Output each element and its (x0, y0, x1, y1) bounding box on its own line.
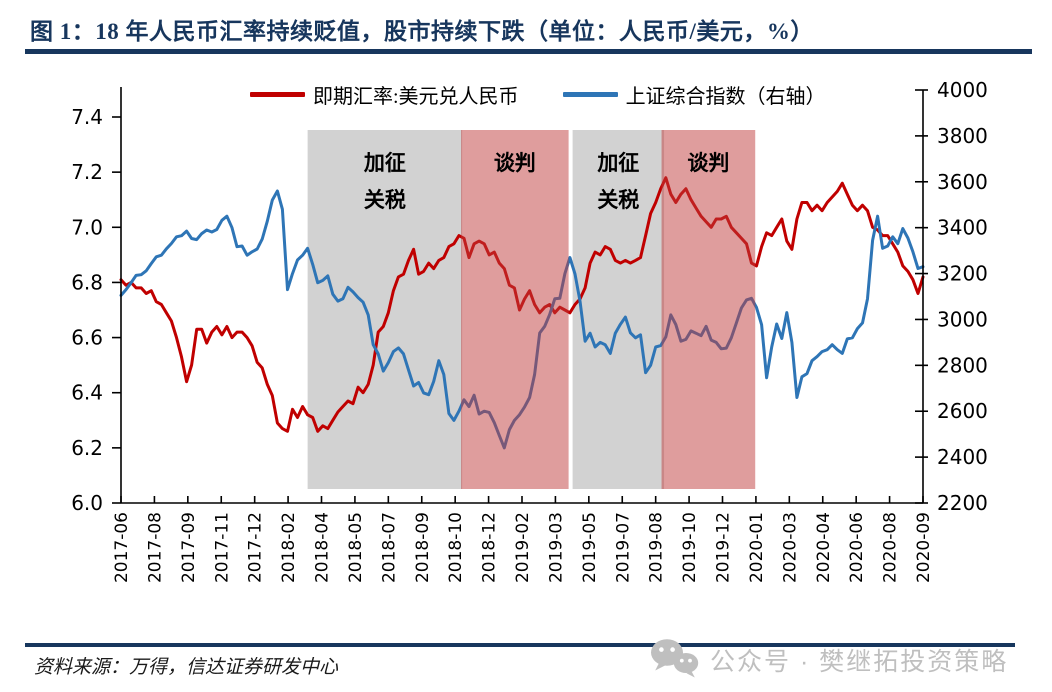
legend-label-usdcny: 即期汇率:美元兑人民币 (313, 86, 519, 108)
watermark: 公众号 · 樊继拓投资策略 (648, 636, 1008, 683)
legend-item-sse: 上证综合指数（右轴） (562, 80, 826, 109)
band-label: 加征 (363, 151, 406, 175)
x-axis-tick-label: 2018-04 (313, 512, 333, 583)
band-label: 关税 (597, 188, 639, 212)
figure-title: 图 1：18 年人民币汇率持续贬值，股市持续下跌（单位：人民币/美元，%） (30, 19, 814, 44)
x-axis-tick-label: 2018-12 (480, 512, 500, 583)
left-axis-tick-label: 6.0 (71, 491, 103, 515)
x-axis-tick-label: 2018-10 (446, 512, 466, 583)
x-axis-tick-label: 2017-11 (212, 512, 232, 583)
x-axis-tick-label: 2018-05 (346, 512, 366, 583)
x-axis-tick-label: 2020-04 (814, 512, 834, 583)
x-axis-tick-label: 2020-01 (747, 512, 767, 583)
x-axis-tick-label: 2019-12 (714, 512, 734, 583)
left-axis-tick-label: 7.4 (71, 105, 103, 129)
x-axis-tick-label: 2020-03 (780, 512, 800, 583)
tariff-band-2 (572, 130, 665, 489)
x-axis-tick-label: 2020-08 (881, 512, 901, 583)
x-axis-tick-label: 2019-07 (613, 512, 633, 583)
wechat-icon (651, 639, 699, 678)
legend-label-sse: 上证综合指数（右轴） (625, 86, 826, 108)
band-label: 加征 (596, 151, 639, 175)
band-label: 谈判 (687, 151, 729, 175)
left-axis-tick-label: 6.4 (71, 381, 103, 405)
x-axis-tick-label: 2018-02 (279, 512, 299, 583)
right-axis-tick-label: 3600 (937, 170, 988, 194)
right-axis-tick-label: 3000 (937, 307, 988, 331)
right-axis-tick-label: 2600 (937, 399, 988, 423)
x-axis-tick-label: 2019-05 (580, 512, 600, 583)
x-axis-tick-label: 2018-07 (379, 512, 399, 583)
footer-divider (25, 643, 1015, 647)
source-note: 资料来源：万得，信达证券研发中心 (34, 657, 339, 678)
x-axis-tick-label: 2019-10 (680, 512, 700, 583)
left-axis-tick-label: 6.8 (71, 270, 103, 294)
legend-item-usdcny: 即期汇率:美元兑人民币 (250, 80, 519, 109)
x-axis-tick-label: 2019-03 (546, 512, 566, 583)
sse-line-swatch (562, 92, 618, 97)
right-axis-tick-label: 3200 (937, 262, 988, 286)
x-axis-tick-label: 2020-09 (914, 512, 934, 583)
tariff-band-1 (307, 130, 463, 489)
x-axis-tick-label: 2019-02 (513, 512, 533, 583)
x-axis-tick-label: 2017-08 (145, 512, 165, 583)
right-axis-tick-label: 2400 (937, 445, 988, 469)
right-axis-tick-label: 3400 (937, 216, 988, 240)
negotiation-band-2 (661, 130, 756, 489)
band-label: 谈判 (494, 151, 536, 175)
left-axis-tick-label: 7.2 (71, 160, 103, 184)
left-axis-tick-label: 6.6 (71, 326, 103, 350)
left-axis-tick-label: 6.2 (71, 436, 103, 460)
left-axis-tick-label: 7.0 (71, 215, 103, 239)
title-divider (25, 49, 1032, 54)
chart-legend: 即期汇率:美元兑人民币 上证综合指数（右轴） (250, 80, 826, 109)
x-axis-tick-label: 2020-06 (847, 512, 867, 583)
band-label: 关税 (364, 188, 406, 212)
x-axis-tick-label: 2017-06 (112, 512, 132, 583)
watermark-text: 公众号 · 樊继拓投资策略 (710, 647, 1009, 676)
usdcny-line-swatch (250, 92, 305, 97)
x-axis-tick-label: 2019-08 (647, 512, 667, 583)
right-axis-tick-label: 2800 (937, 353, 988, 377)
right-axis-tick-label: 4000 (937, 78, 988, 102)
x-axis-tick-label: 2017-09 (179, 512, 199, 583)
negotiation-band-1 (461, 130, 569, 489)
x-axis-tick-label: 2017-12 (246, 512, 266, 583)
right-axis-tick-label: 2200 (937, 491, 988, 515)
right-axis-tick-label: 3800 (937, 124, 988, 148)
x-axis-tick-label: 2018-09 (413, 512, 433, 583)
